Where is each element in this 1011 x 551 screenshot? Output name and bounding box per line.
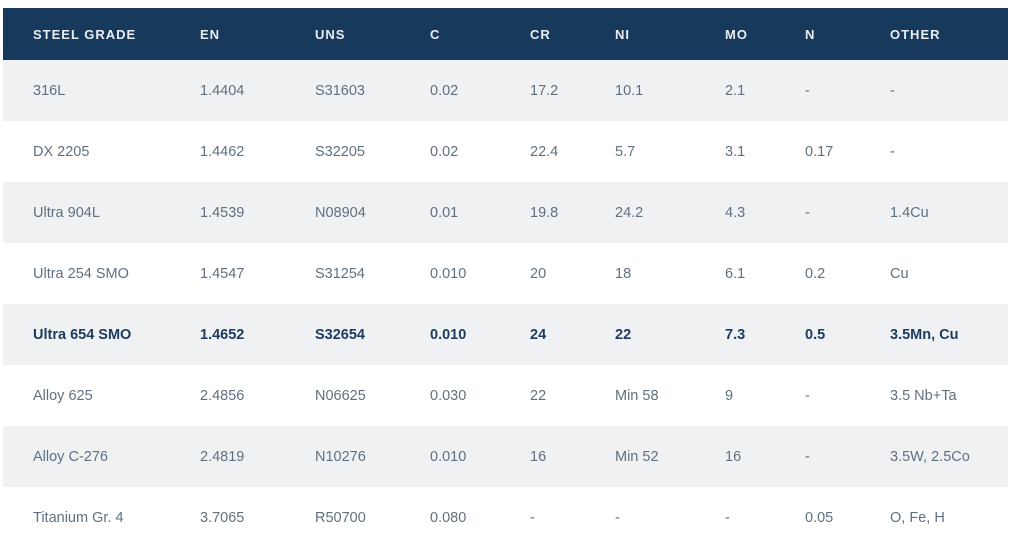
table-cell: Cu	[890, 243, 1008, 304]
table-cell: -	[805, 365, 890, 426]
table-cell: Ultra 904L	[3, 182, 200, 243]
table-cell: 5.7	[615, 121, 725, 182]
table-cell: -	[805, 426, 890, 487]
table-cell: DX 2205	[3, 121, 200, 182]
table-cell: 3.5Mn, Cu	[890, 304, 1008, 365]
table-row: Ultra 254 SMO 1.4547 S31254 0.010 20 18 6.1 0.2…	[3, 243, 1008, 304]
table-cell: S32205	[315, 121, 430, 182]
table-cell: 1.4462	[200, 121, 315, 182]
table-cell: 1.4404	[200, 60, 315, 121]
table-cell: N06625	[315, 365, 430, 426]
table-cell: 0.030	[430, 365, 530, 426]
table-cell: N08904	[315, 182, 430, 243]
table-cell: Alloy 625	[3, 365, 200, 426]
header-cell-cr: CR	[530, 8, 615, 60]
header-row: STEEL GRADE EN UNS C CR NI MO N OTHER	[3, 8, 1008, 60]
steel-grades-table: STEEL GRADE EN UNS C CR NI MO N OTHER 316L 1.4404…	[3, 8, 1008, 548]
table-cell: 3.5 Nb+Ta	[890, 365, 1008, 426]
table-cell: 2.4856	[200, 365, 315, 426]
table-row: Ultra 654 SMO 1.4652 S32654 0.010 24 22 7.3 0.5…	[3, 304, 1008, 365]
table-row: Alloy 625 2.4856 N06625 0.030 22 Min 58 9-3.5 …	[3, 365, 1008, 426]
table-cell: 0.02	[430, 121, 530, 182]
table-cell: 0.5	[805, 304, 890, 365]
header-cell-uns: UNS	[315, 8, 430, 60]
table-cell: 19.8	[530, 182, 615, 243]
table-cell: 0.05	[805, 487, 890, 548]
table-cell: 22.4	[530, 121, 615, 182]
table-cell: 1.4652	[200, 304, 315, 365]
table-cell: 16	[725, 426, 805, 487]
table-body: 316L 1.4404 S31603 0.02 17.2 10.1 2.1- - DX 2205…	[3, 60, 1008, 548]
table-cell: S32654	[315, 304, 430, 365]
table-cell: -	[890, 60, 1008, 121]
table-cell: 1.4547	[200, 243, 315, 304]
table-cell: R50700	[315, 487, 430, 548]
table-cell: 0.080	[430, 487, 530, 548]
table-cell: -	[530, 487, 615, 548]
table-row: Ultra 904L 1.4539 N08904 0.01 19.8 24.2 4.3-1.…	[3, 182, 1008, 243]
table-cell: Min 58	[615, 365, 725, 426]
table-cell: N10276	[315, 426, 430, 487]
table-cell: 0.010	[430, 243, 530, 304]
table-cell: 1.4539	[200, 182, 315, 243]
header-cell-other: OTHER	[890, 8, 1008, 60]
table-cell: 316L	[3, 60, 200, 121]
table-cell: 20	[530, 243, 615, 304]
table-cell: 3.7065	[200, 487, 315, 548]
table-cell: Alloy C-276	[3, 426, 200, 487]
header-cell-steel-grade: STEEL GRADE	[3, 8, 200, 60]
table-cell: 1.4Cu	[890, 182, 1008, 243]
header-cell-ni: NI	[615, 8, 725, 60]
table-row: Alloy C-276 2.4819 N10276 0.010 16 Min 52 16-3…	[3, 426, 1008, 487]
table-row: 316L 1.4404 S31603 0.02 17.2 10.1 2.1- -	[3, 60, 1008, 121]
table-cell: Ultra 254 SMO	[3, 243, 200, 304]
table-cell: 2.1	[725, 60, 805, 121]
table-cell: Titanium Gr. 4	[3, 487, 200, 548]
table-cell: 6.1	[725, 243, 805, 304]
table-cell: 0.2	[805, 243, 890, 304]
table-cell: 0.17	[805, 121, 890, 182]
table-row: Titanium Gr. 4 3.7065 R50700 0.080- - -0.05 O,…	[3, 487, 1008, 548]
table-cell: 2.4819	[200, 426, 315, 487]
table-cell: 3.1	[725, 121, 805, 182]
table-cell: -	[890, 121, 1008, 182]
header-cell-n: N	[805, 8, 890, 60]
table-cell: 18	[615, 243, 725, 304]
table-cell: O, Fe, H	[890, 487, 1008, 548]
table-cell: 7.3	[725, 304, 805, 365]
table-cell: -	[615, 487, 725, 548]
table-cell: 10.1	[615, 60, 725, 121]
header-cell-mo: MO	[725, 8, 805, 60]
table-cell: 0.01	[430, 182, 530, 243]
table-cell: 9	[725, 365, 805, 426]
table-cell: -	[725, 487, 805, 548]
table-cell: 0.010	[430, 304, 530, 365]
table-cell: 17.2	[530, 60, 615, 121]
table-cell: S31254	[315, 243, 430, 304]
table-cell: 0.010	[430, 426, 530, 487]
header-cell-c: C	[430, 8, 530, 60]
table-cell: 0.02	[430, 60, 530, 121]
table-row: DX 2205 1.4462 S32205 0.02 22.4 5.7 3.1 0.17-	[3, 121, 1008, 182]
table-cell: 22	[615, 304, 725, 365]
header-cell-en: EN	[200, 8, 315, 60]
table-cell: 4.3	[725, 182, 805, 243]
table-cell: -	[805, 182, 890, 243]
table-cell: 16	[530, 426, 615, 487]
table-cell: 24	[530, 304, 615, 365]
table-cell: 24.2	[615, 182, 725, 243]
table-cell: Min 52	[615, 426, 725, 487]
table-cell: S31603	[315, 60, 430, 121]
table-cell: -	[805, 60, 890, 121]
table-cell: Ultra 654 SMO	[3, 304, 200, 365]
table-cell: 22	[530, 365, 615, 426]
table-cell: 3.5W, 2.5Co	[890, 426, 1008, 487]
